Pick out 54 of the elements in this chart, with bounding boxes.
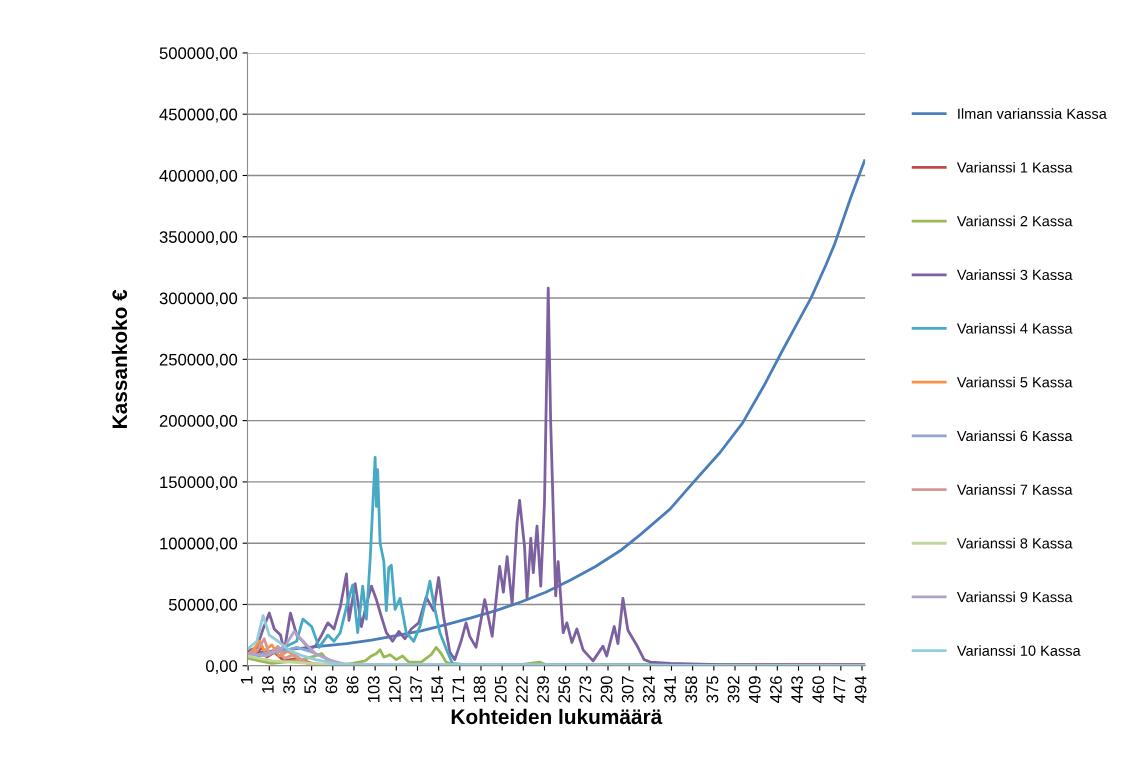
x-tick-label: 18	[261, 676, 274, 693]
legend-label: Varianssi 7 Kassa	[956, 484, 1073, 495]
x-tick-label: 35	[283, 676, 295, 694]
legend-label: Varianssi 2 Kassa	[956, 215, 1073, 227]
legend-label: Varianssi 6 Kassa	[956, 430, 1073, 442]
x-tick-label: 69	[325, 676, 338, 694]
x-tick-label: 154	[431, 675, 444, 703]
x-tick-label: 409	[748, 676, 761, 703]
x-tick-label: 52	[304, 676, 317, 694]
x-tick-label: 188	[473, 676, 486, 703]
x-tick-label: 375	[706, 676, 719, 703]
x-tick-label: 86	[346, 676, 359, 694]
x-tick-label: 222	[515, 676, 528, 703]
x-tick-label: 137	[410, 676, 422, 703]
x-tick-label: 239	[537, 676, 549, 703]
x-tick-label: 426	[770, 676, 782, 703]
y-axis-title: Kassankoko €	[111, 289, 128, 428]
y-tick-label: 500000,00	[159, 47, 238, 62]
x-tick-label: 1	[240, 676, 253, 684]
x-tick-label: 460	[812, 676, 825, 703]
legend-label: Varianssi 3 Kassa	[956, 269, 1073, 281]
legend-label: Varianssi 5 Kassa	[956, 376, 1073, 388]
x-tick-label: 494	[854, 675, 867, 703]
x-tick-label: 273	[579, 676, 592, 703]
y-tick-label: 450000,00	[159, 108, 238, 123]
x-tick-label: 324	[643, 675, 655, 703]
x-tick-label: 341	[664, 676, 676, 703]
y-tick-label: 300000,00	[159, 292, 238, 307]
legend-label: Varianssi 10 Kassa	[956, 645, 1081, 656]
y-tick-label: 150000,00	[160, 476, 238, 491]
x-tick-label: 307	[621, 676, 634, 703]
x-tick-label: 205	[494, 676, 507, 703]
y-tick-label: 0,00	[205, 660, 238, 674]
x-tick-label: 358	[685, 676, 698, 703]
y-tick-label: 350000,00	[159, 231, 238, 245]
y-tick-label: 50000,00	[168, 598, 238, 613]
x-tick-label: 256	[558, 676, 571, 703]
legend-label: Varianssi 9 Kassa	[956, 591, 1073, 603]
y-tick-label: 100000,00	[160, 537, 238, 552]
x-tick-label: 290	[600, 676, 613, 703]
legend-label: Varianssi 4 Kassa	[956, 323, 1073, 334]
x-tick-label: 443	[791, 676, 803, 703]
legend-label: Varianssi 8 Kassa	[956, 537, 1073, 549]
y-tick-label: 250000,00	[159, 353, 238, 368]
x-tick-label: 171	[452, 676, 465, 703]
x-tick-label: 392	[727, 676, 740, 703]
x-tick-label: 120	[388, 676, 401, 703]
y-tick-label: 400000,00	[159, 169, 238, 184]
legend-label: Varianssi 1 Kassa	[956, 161, 1073, 173]
x-axis-title: Kohteiden lukumäärä	[451, 708, 663, 725]
x-tick-label: 103	[367, 676, 380, 703]
x-tick-label: 477	[833, 676, 846, 703]
legend-label: Ilman varianssia Kassa	[958, 108, 1107, 119]
y-tick-label: 200000,00	[159, 415, 238, 429]
